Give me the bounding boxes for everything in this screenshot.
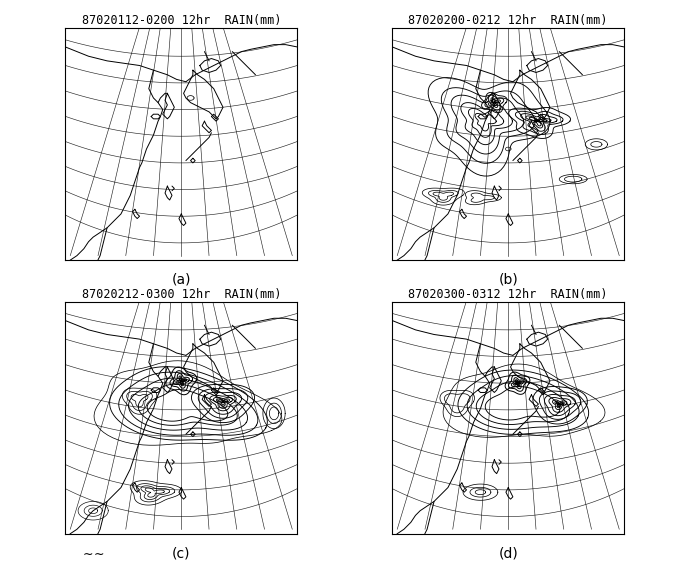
Text: (d): (d)	[498, 546, 518, 561]
Text: (c): (c)	[172, 546, 191, 561]
Text: (b): (b)	[498, 273, 518, 287]
Text: $\sim\!\!\sim$: $\sim\!\!\sim$	[80, 546, 105, 559]
Title: 87020112-0200 12hr  RAIN(mm): 87020112-0200 12hr RAIN(mm)	[82, 14, 281, 27]
Text: (a): (a)	[172, 273, 191, 287]
Title: 87020212-0300 12hr  RAIN(mm): 87020212-0300 12hr RAIN(mm)	[82, 288, 281, 301]
Title: 87020300-0312 12hr  RAIN(mm): 87020300-0312 12hr RAIN(mm)	[408, 288, 608, 301]
Title: 87020200-0212 12hr  RAIN(mm): 87020200-0212 12hr RAIN(mm)	[408, 14, 608, 27]
